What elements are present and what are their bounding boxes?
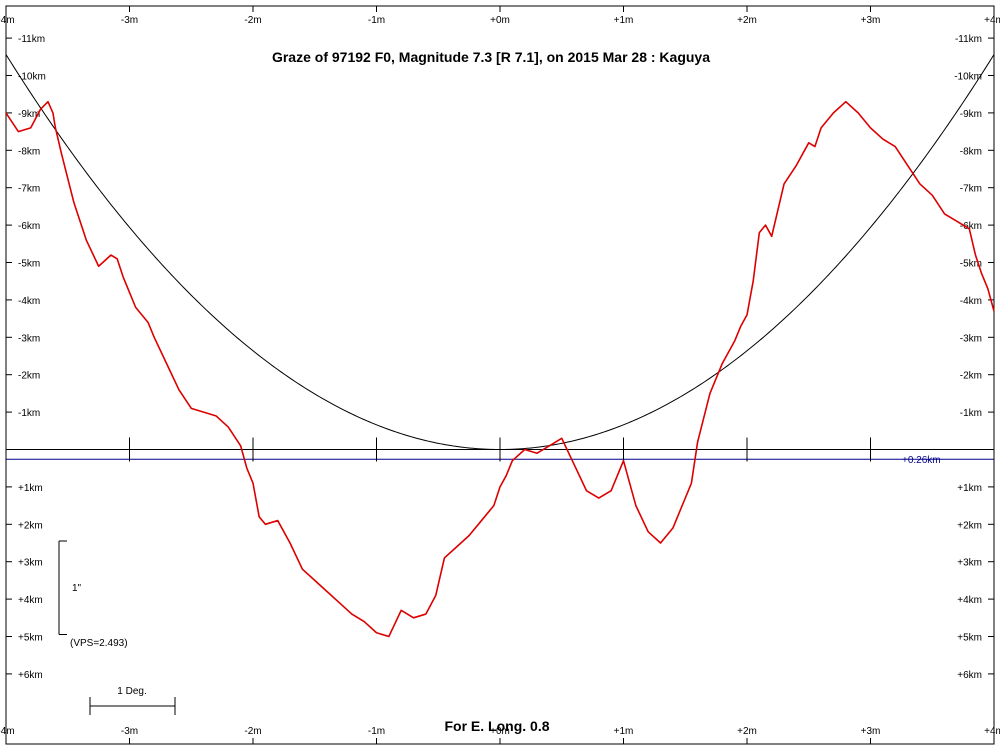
scale-bars — [58, 540, 176, 715]
y-tick-label-left: -3km — [18, 333, 40, 344]
y-tick-label-right: +4km — [957, 595, 982, 606]
x-tick-label-bottom: +2m — [737, 726, 757, 737]
x-tick-label-top: -2m — [244, 15, 261, 26]
tick-marks — [5, 6, 995, 744]
x-tick-label-top: +0m — [490, 15, 510, 26]
x-tick-label-bottom: -3m — [121, 726, 138, 737]
vertical-scale-label: 1" — [72, 583, 82, 594]
x-tick-label-top: -4m — [0, 15, 15, 26]
y-tick-label-right: +1km — [957, 483, 982, 494]
y-tick-label-right: -2km — [960, 371, 982, 382]
reference-parabola — [5, 54, 995, 451]
y-tick-label-left: -11km — [18, 34, 45, 45]
y-tick-label-right: -10km — [954, 72, 982, 83]
x-tick-label-top: +2m — [737, 15, 757, 26]
limb-profile-line — [5, 100, 995, 638]
y-tick-label-left: +2km — [18, 520, 43, 531]
y-tick-label-right: +3km — [957, 558, 982, 569]
y-tick-label-right: -4km — [960, 296, 982, 307]
chart-footer: For E. Long. 0.8 — [444, 718, 549, 734]
y-tick-label-right: +2km — [957, 520, 982, 531]
x-tick-label-bottom: +3m — [861, 726, 881, 737]
x-tick-label-bottom: -4m — [0, 726, 15, 737]
y-tick-label-left: +3km — [18, 558, 43, 569]
chart-title: Graze of 97192 F0, Magnitude 7.3 [R 7.1]… — [272, 49, 710, 65]
vps-label: (VPS=2.493) — [70, 638, 128, 649]
y-tick-label-left: -9km — [18, 109, 40, 120]
y-tick-label-left: -2km — [18, 371, 40, 382]
x-tick-label-top: -3m — [121, 15, 138, 26]
reference-curve-layer — [5, 54, 995, 451]
x-tick-label-bottom: -2m — [244, 726, 261, 737]
y-tick-label-left: -8km — [18, 146, 40, 157]
y-tick-label-left: -10km — [18, 72, 46, 83]
y-tick-label-left: -6km — [18, 221, 40, 232]
y-tick-label-left: -4km — [18, 296, 40, 307]
x-tick-label-top: +4m — [984, 15, 1000, 26]
y-tick-label-left: +4km — [18, 595, 43, 606]
y-tick-label-right: -6km — [960, 221, 982, 232]
x-tick-label-bottom: -1m — [368, 726, 385, 737]
x-tick-label-bottom: +1m — [614, 726, 634, 737]
y-tick-label-right: -1km — [960, 408, 982, 419]
y-tick-label-right: +6km — [957, 670, 982, 681]
y-tick-label-right: -8km — [960, 146, 982, 157]
y-tick-label-left: +1km — [18, 483, 43, 494]
y-tick-label-left: +5km — [18, 633, 43, 644]
horizontal-scale-label: 1 Deg. — [117, 686, 146, 697]
plot-border — [5, 5, 995, 745]
y-tick-label-left: +6km — [18, 670, 43, 681]
x-tick-label-top: -1m — [368, 15, 385, 26]
y-tick-label-right: -5km — [960, 259, 982, 270]
plot-frame — [5, 5, 995, 745]
y-tick-label-left: -5km — [18, 259, 40, 270]
tick-labels: -4m -4m -3m -3m -2m -2m -1m -1m +0m +0m +1m +1m +2m +… — [0, 15, 1000, 737]
y-tick-label-right: -7km — [960, 184, 982, 195]
y-tick-label-right: -11km — [955, 34, 982, 45]
offset-line-label: +0.26km — [902, 455, 941, 466]
x-tick-label-top: +3m — [861, 15, 881, 26]
y-tick-label-right: +5km — [957, 633, 982, 644]
y-tick-label-right: -3km — [960, 333, 982, 344]
y-tick-label-right: -9km — [960, 109, 982, 120]
x-tick-label-top: +1m — [614, 15, 634, 26]
y-tick-label-left: -1km — [18, 408, 40, 419]
x-tick-label-bottom: +4m — [984, 726, 1000, 737]
y-tick-label-left: -7km — [18, 184, 40, 195]
profile-series-layer — [5, 100, 995, 638]
x-tick-label-bottom: +0m — [490, 726, 510, 737]
